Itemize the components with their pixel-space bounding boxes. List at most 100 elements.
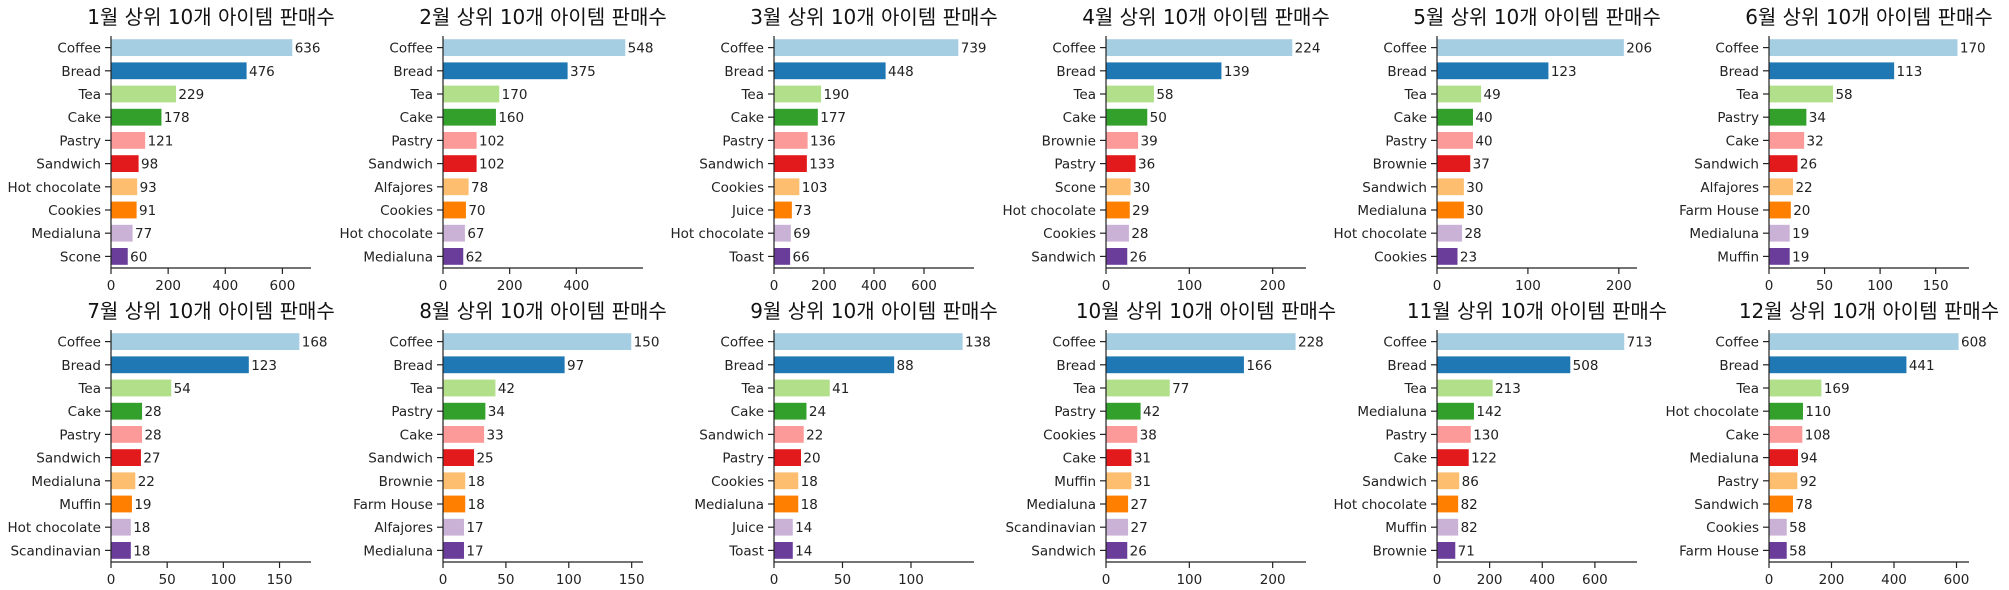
category-label: Tea (409, 381, 433, 397)
x-tick-label: 100 (1515, 278, 1541, 294)
category-label: Medialuna (363, 543, 433, 559)
bar (1768, 471, 1799, 491)
value-label: 20 (1793, 203, 1810, 219)
value-label: 93 (140, 180, 157, 196)
x-tick-label: 0 (1765, 278, 1774, 294)
category-label: Hot chocolate (1333, 226, 1427, 242)
value-label: 30 (1466, 203, 1483, 219)
value-label: 23 (1460, 249, 1477, 265)
value-label: 18 (133, 520, 150, 536)
category-label: Sandwich (1362, 474, 1427, 490)
category-label: Hot chocolate (7, 520, 101, 536)
bar (110, 131, 146, 150)
category-label: Cake (1726, 133, 1759, 149)
category-label: Cake (1063, 451, 1096, 467)
category-label: Bread (724, 64, 764, 80)
bar (773, 401, 808, 421)
value-label: 34 (488, 404, 505, 420)
value-label: 82 (1461, 497, 1478, 513)
category-label: Farm House (1679, 543, 1759, 559)
bar (1768, 131, 1805, 150)
chart-panel: 7월 상위 10개 아이템 판매수 Coffee 168 Bread 123 Tea 54 C… (7, 299, 334, 588)
x-tick-label: 100 (1867, 278, 1893, 294)
value-label: 77 (1172, 381, 1189, 397)
bar (1768, 541, 1788, 560)
bar (1105, 247, 1129, 266)
bar (1105, 401, 1142, 421)
bar (1105, 131, 1139, 150)
x-tick-label: 400 (1881, 572, 1907, 588)
category-label: Coffee (1383, 41, 1427, 57)
category-label: Medialuna (31, 474, 101, 490)
x-tick-label: 100 (1176, 278, 1202, 294)
bar (1105, 541, 1129, 560)
category-label: Tea (1072, 87, 1096, 103)
bar (1768, 518, 1788, 537)
chart-panel: 9월 상위 10개 아이템 판매수 Coffee 138 Bread 88 Tea 41 Ca… (694, 299, 997, 588)
bar (773, 448, 802, 467)
value-label: 27 (1131, 497, 1148, 513)
value-label: 18 (133, 543, 150, 559)
bar (110, 38, 294, 57)
bar (110, 154, 140, 173)
bar (1105, 223, 1130, 243)
x-tick-label: 0 (1102, 278, 1111, 294)
category-label: Sandwich (1694, 497, 1759, 513)
category-label: Toast (728, 543, 764, 559)
category-label: Coffee (720, 41, 764, 57)
value-label: 122 (1471, 451, 1497, 467)
bar (442, 108, 497, 127)
bar (442, 61, 569, 81)
value-label: 26 (1800, 157, 1817, 173)
value-label: 448 (888, 64, 914, 80)
value-label: 71 (1458, 543, 1475, 559)
category-label: Tea (1735, 381, 1759, 397)
value-label: 41 (832, 381, 849, 397)
value-label: 28 (1131, 226, 1148, 242)
bar (773, 108, 819, 127)
bar (773, 471, 800, 491)
bar (442, 200, 467, 220)
x-tick-label: 200 (1477, 572, 1503, 588)
category-label: Coffee (1383, 335, 1427, 351)
bar (773, 223, 792, 243)
value-label: 229 (178, 87, 204, 103)
bar (110, 355, 250, 375)
category-label: Tea (1403, 87, 1427, 103)
chart-panel: 5월 상위 10개 아이템 판매수 Coffee 206 Bread 123 Tea 49 C… (1333, 5, 1660, 294)
category-label: Tea (77, 381, 101, 397)
category-label: Medialuna (1689, 451, 1759, 467)
category-label: Juice (731, 203, 764, 219)
chart-title: 4월 상위 10개 아이템 판매수 (1082, 5, 1330, 29)
bar (110, 177, 138, 197)
category-label: Medialuna (1689, 226, 1759, 242)
value-label: 178 (164, 110, 190, 126)
x-tick-label: 100 (210, 572, 236, 588)
x-tick-label: 50 (834, 572, 851, 588)
bar (1105, 355, 1245, 375)
category-label: Cookies (380, 203, 433, 219)
x-tick-label: 400 (212, 278, 238, 294)
category-label: Pastry (722, 451, 764, 467)
bar (1105, 84, 1155, 104)
category-label: Coffee (1715, 335, 1759, 351)
value-label: 108 (1805, 427, 1831, 443)
category-label: Hot chocolate (1665, 404, 1759, 420)
category-label: Pastry (1054, 404, 1096, 420)
value-label: 28 (144, 404, 161, 420)
bar (1436, 84, 1482, 104)
value-label: 177 (820, 110, 846, 126)
category-label: Bread (1387, 64, 1427, 80)
value-label: 14 (795, 520, 812, 536)
bar (1105, 494, 1129, 514)
category-label: Sandwich (699, 157, 764, 173)
bar (1768, 355, 1908, 375)
category-label: Medialuna (31, 226, 101, 242)
bar (1436, 471, 1461, 491)
chart-title: 8월 상위 10개 아이템 판매수 (419, 299, 667, 323)
bar (1768, 448, 1799, 467)
x-tick-label: 200 (811, 278, 837, 294)
chart-title: 7월 상위 10개 아이템 판매수 (87, 299, 335, 323)
value-label: 713 (1627, 335, 1653, 351)
bar (1105, 425, 1139, 444)
